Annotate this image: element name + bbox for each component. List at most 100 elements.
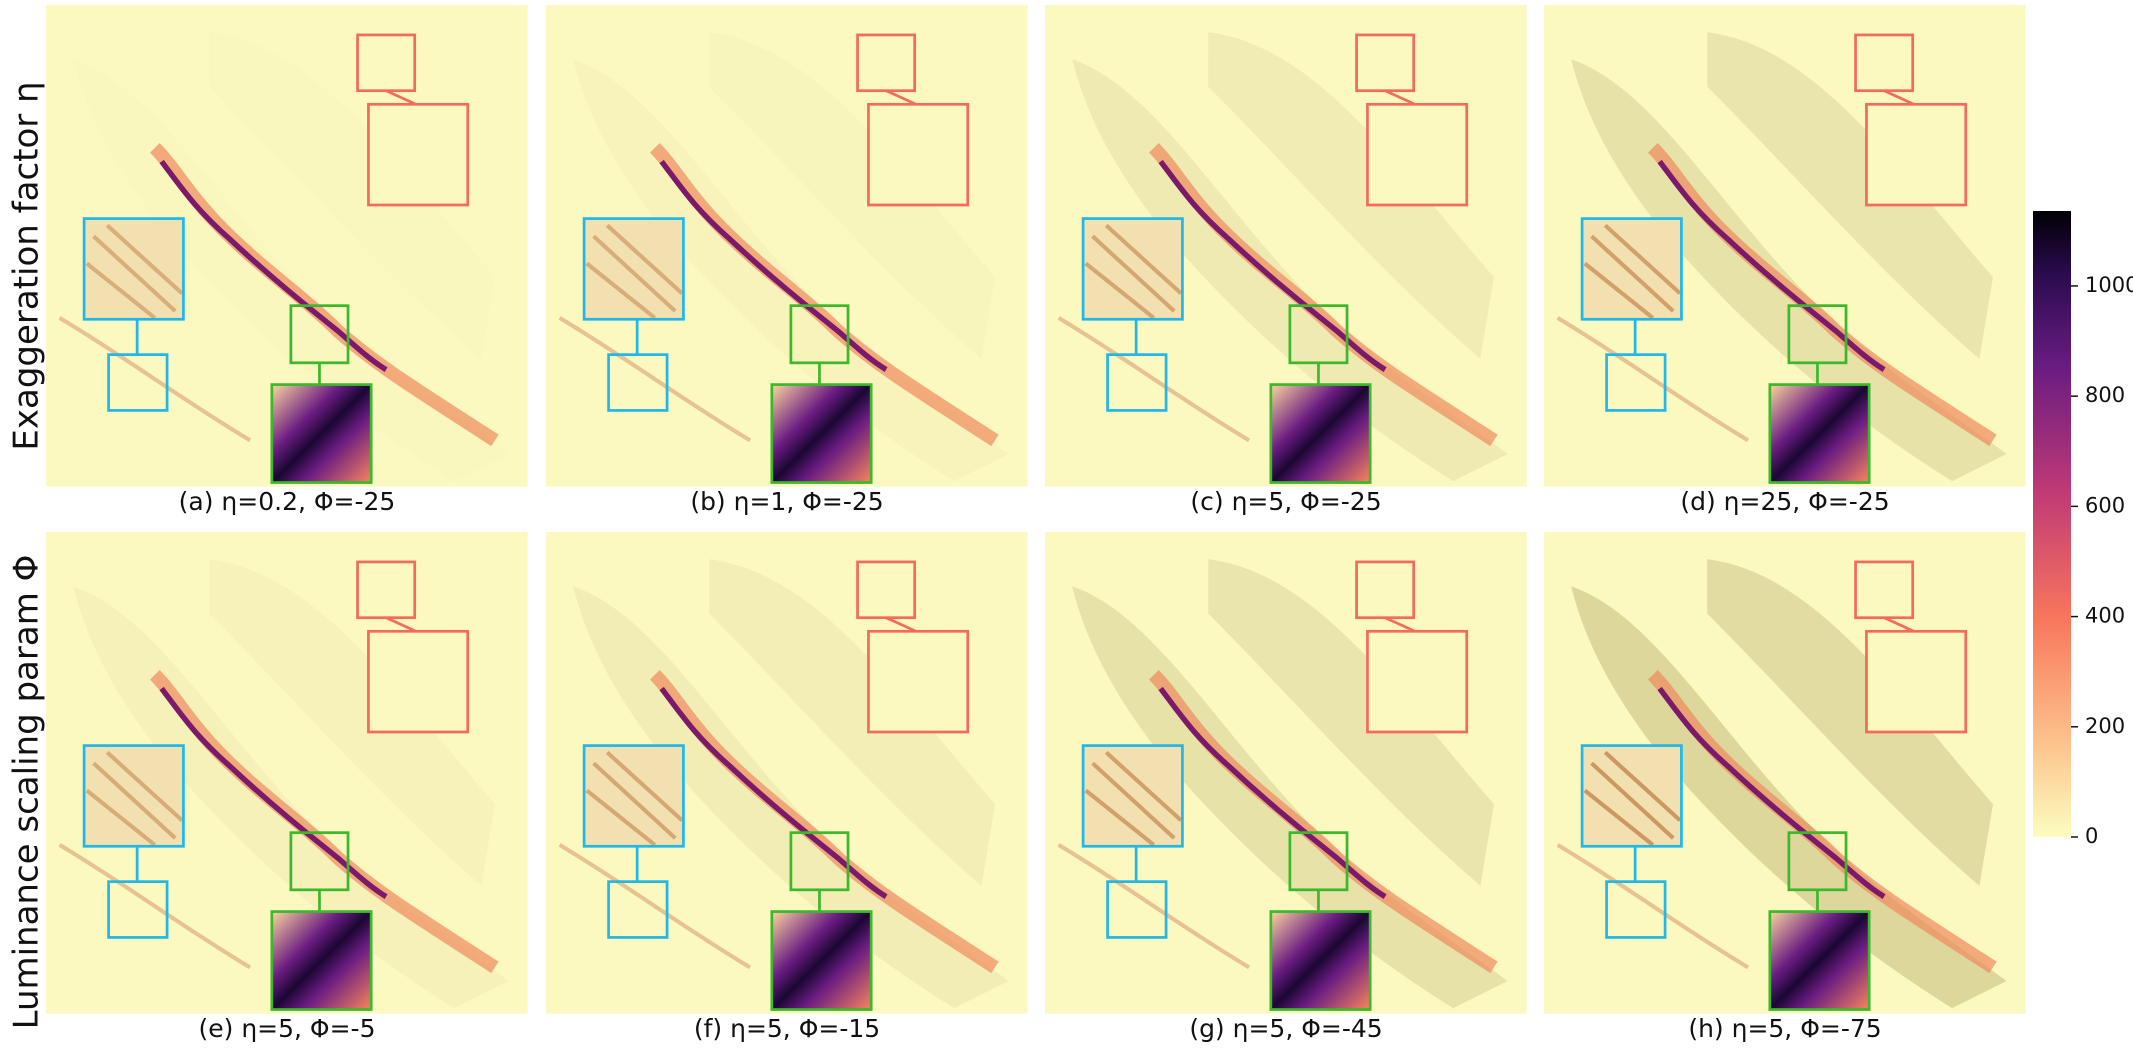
panel	[1045, 5, 1527, 487]
inset-box	[270, 383, 373, 484]
zoom-box	[1355, 560, 1416, 620]
scatter-haze	[1707, 559, 1993, 886]
inset-box	[367, 629, 470, 734]
connector	[1883, 89, 1915, 106]
connector	[1883, 616, 1915, 633]
density-core	[159, 686, 388, 899]
colorbar	[2033, 211, 2071, 837]
panel-caption: (f) η=5, Φ=-15	[694, 1014, 880, 1043]
inset-box	[1580, 217, 1683, 321]
inset-box	[270, 910, 373, 1011]
inset-box	[1366, 629, 1469, 734]
side-branch	[1057, 843, 1251, 970]
inset-box	[582, 217, 685, 321]
inset-box	[1768, 383, 1871, 484]
panel-caption: (g) η=5, Φ=-45	[1189, 1014, 1382, 1043]
inset-fill	[1367, 631, 1467, 732]
inset-box	[770, 910, 873, 1011]
side-branch	[558, 843, 752, 970]
inset-box	[82, 217, 185, 321]
panel	[1544, 5, 2026, 487]
inset-box	[1081, 217, 1184, 321]
inset-box	[582, 744, 685, 848]
inset-fill	[1866, 104, 1966, 205]
panel	[546, 532, 1028, 1014]
inset-stripes	[585, 750, 684, 847]
scatter-haze	[1208, 32, 1494, 359]
panel-caption: (d) η=25, Φ=-25	[1680, 487, 1889, 516]
side-branch	[58, 316, 252, 443]
panel	[1544, 532, 2026, 1014]
inset-box	[770, 383, 873, 484]
connector	[1384, 616, 1416, 633]
inset-fill	[868, 104, 968, 205]
inset-fill	[771, 911, 872, 1010]
inset-stripes	[585, 223, 684, 320]
inset-box	[867, 102, 970, 207]
colorbar-tick-label: 400	[2085, 604, 2125, 628]
panel-caption: (a) η=0.2, Φ=-25	[179, 487, 396, 516]
side-branch	[558, 316, 752, 443]
density-core	[659, 159, 888, 372]
inset-box	[1865, 102, 1968, 207]
inset-stripes	[1583, 750, 1682, 847]
colorbar-tick-label: 200	[2085, 714, 2125, 738]
inset-fill	[1769, 384, 1870, 483]
scatter-haze	[709, 559, 995, 886]
inset-fill	[771, 384, 872, 483]
scatter-haze	[209, 559, 495, 886]
inset-box	[1366, 102, 1469, 207]
panel	[46, 5, 528, 487]
zoom-box	[1854, 560, 1915, 620]
density-core	[1657, 159, 1886, 372]
density-core	[1657, 686, 1886, 899]
inset-stripes	[85, 223, 184, 320]
panel-caption: (c) η=5, Φ=-25	[1190, 487, 1381, 516]
inset-stripes	[1583, 223, 1682, 320]
panel	[1045, 532, 1527, 1014]
side-branch	[1556, 843, 1750, 970]
colorbar-tick-label: 800	[2085, 383, 2125, 407]
zoom-box	[356, 560, 417, 620]
inset-stripes	[85, 750, 184, 847]
inset-box	[1580, 744, 1683, 848]
side-branch	[58, 843, 252, 970]
panel-caption: (e) η=5, Φ=-5	[199, 1014, 376, 1043]
zoom-box	[856, 560, 917, 620]
panel	[546, 5, 1028, 487]
inset-fill	[1270, 911, 1371, 1010]
inset-fill	[271, 911, 372, 1010]
inset-fill	[1866, 631, 1966, 732]
density-core	[1158, 686, 1387, 899]
side-branch	[1057, 316, 1251, 443]
colorbar-tick-label: 1000	[2085, 273, 2133, 297]
density-core	[659, 686, 888, 899]
inset-box	[82, 744, 185, 848]
density-core	[1158, 159, 1387, 372]
inset-box	[1768, 910, 1871, 1011]
side-branch	[1556, 316, 1750, 443]
inset-box	[1865, 629, 1968, 734]
colorbar-tick-label: 0	[2085, 824, 2098, 848]
scatter-haze	[1208, 559, 1494, 886]
inset-fill	[1769, 911, 1870, 1010]
connector	[385, 616, 417, 633]
colorbar-tick-label: 600	[2085, 493, 2125, 517]
connector	[385, 89, 417, 106]
inset-box	[1081, 744, 1184, 848]
panel-caption: (h) η=5, Φ=-75	[1688, 1014, 1881, 1043]
inset-fill	[1367, 104, 1467, 205]
row-label: Exaggeration factor η	[7, 81, 47, 450]
row-label: Luminance scaling param Φ	[7, 555, 47, 1030]
connector	[885, 89, 917, 106]
inset-stripes	[1084, 223, 1183, 320]
inset-fill	[868, 631, 968, 732]
density-core	[159, 159, 388, 372]
panel	[46, 532, 528, 1014]
inset-fill	[271, 384, 372, 483]
connector	[885, 616, 917, 633]
inset-box	[1269, 383, 1372, 484]
inset-box	[867, 629, 970, 734]
inset-box	[367, 102, 470, 207]
